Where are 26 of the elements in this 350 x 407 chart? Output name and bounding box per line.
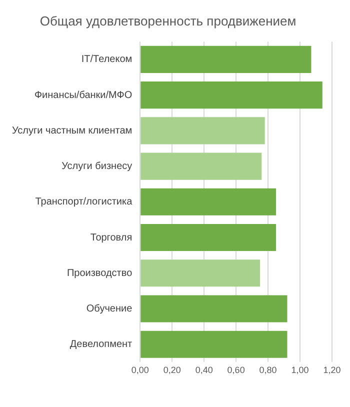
bar — [140, 46, 312, 73]
x-tick-label: 0,60 — [227, 365, 245, 376]
bar — [140, 188, 276, 216]
bar — [140, 224, 276, 252]
x-tick-label: 0,80 — [259, 365, 277, 376]
bar — [140, 152, 262, 180]
y-tick-label: Девелопмент — [70, 339, 133, 350]
y-tick-label: Услуги бизнесу — [62, 161, 132, 172]
bar — [140, 260, 260, 287]
y-tick-label: Транспорт/логистика — [35, 196, 133, 208]
y-tick-label: IT/Телеком — [81, 54, 132, 66]
y-tick-label: Торговля — [90, 232, 132, 244]
y-tick-label: Финансы/банки/МФО — [34, 90, 132, 101]
bar — [140, 330, 288, 358]
x-tick-label: 0,00 — [131, 365, 149, 376]
bar — [140, 117, 265, 144]
y-tick-label: Услуги частным клиентам — [12, 125, 132, 136]
chart-title: Общая удовлетворенность продвижением — [40, 13, 296, 28]
x-tick-label: 0,40 — [195, 365, 213, 376]
y-tick-label: Производство — [66, 268, 133, 279]
bar — [140, 295, 288, 322]
y-tick-label: Обучение — [86, 304, 133, 315]
x-tick-label: 0,20 — [163, 365, 181, 376]
bar — [140, 81, 322, 109]
x-tick-label: 1,00 — [291, 365, 309, 376]
x-tick-label: 1,20 — [323, 365, 341, 376]
